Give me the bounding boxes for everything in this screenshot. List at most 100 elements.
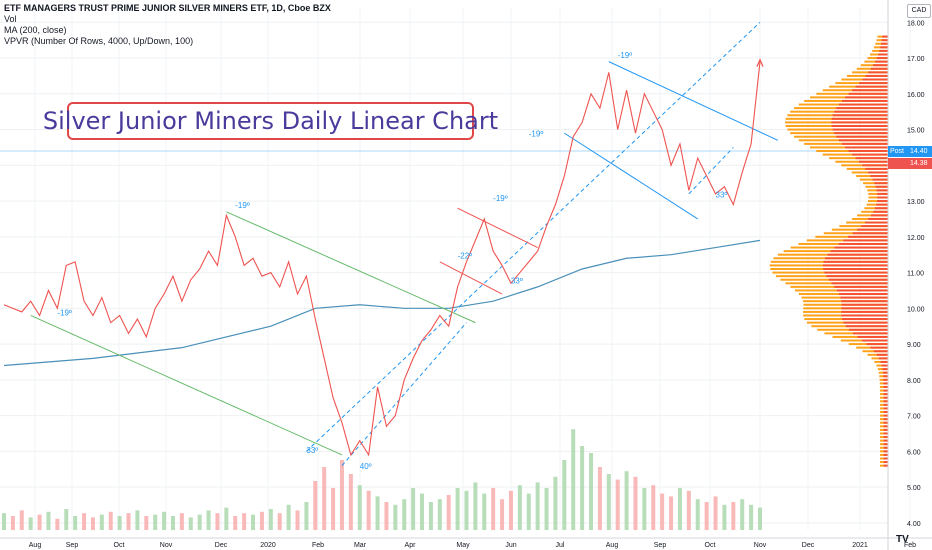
volume-bar <box>544 488 549 530</box>
y-tick-label: 8.00 <box>907 378 921 385</box>
volume-bar <box>251 514 256 530</box>
indicator-legend: ETF MANAGERS TRUST PRIME JUNIOR SILVER M… <box>4 3 331 47</box>
vpvr-down-bar <box>868 71 888 74</box>
angle-label: -19º <box>493 194 508 203</box>
volume-bar <box>357 485 362 530</box>
volume-bar <box>384 502 389 530</box>
vpvr-down-bar <box>822 264 888 267</box>
post-market-price-tag: Post 14.40 <box>888 146 932 157</box>
volume-bar <box>28 517 33 530</box>
vpvr-down-bar <box>880 360 888 363</box>
vpvr-down-bar <box>872 178 888 181</box>
vpvr-down-bar <box>883 446 888 449</box>
x-tick-label: Feb <box>904 542 916 549</box>
x-tick-label: Oct <box>705 542 716 549</box>
vpvr-down-bar <box>834 246 888 249</box>
y-tick-label: 13.00 <box>907 199 925 206</box>
vpvr-down-bar <box>838 242 888 245</box>
time-axis: Aug Sep Oct Nov Dec 2020 Feb Mar Apr May Jun Jul Aug… <box>0 537 932 549</box>
volume-bar <box>704 502 709 530</box>
volume-bar <box>331 488 336 530</box>
vpvr-down-bar <box>862 164 888 167</box>
vpvr-down-bar <box>876 353 888 356</box>
volume-bar <box>82 513 87 530</box>
vpvr-down-bar <box>841 314 888 317</box>
vpvr-down-bar <box>866 343 888 346</box>
ma-indicator-label[interactable]: MA (200, close) <box>4 25 67 35</box>
volume-bar <box>144 516 149 530</box>
volume-bar <box>37 514 42 530</box>
y-tick-label: 4.00 <box>907 521 921 528</box>
volume-bar <box>428 502 433 530</box>
volume-bar <box>606 474 611 530</box>
tradingview-logo[interactable]: TV <box>896 534 909 545</box>
vpvr-down-bar <box>878 53 888 56</box>
vpvr-indicator-label[interactable]: VPVR (Number Of Rows, 4000, Up/Down, 100… <box>4 36 194 46</box>
chart-grid <box>0 8 911 530</box>
vpvr-down-bar <box>876 203 888 206</box>
vpvr-down-bar <box>827 253 888 256</box>
volume-bar <box>259 511 264 530</box>
vpvr-down-bar <box>883 378 888 381</box>
vpvr-down-bar <box>832 128 888 131</box>
vpvr-down-bar <box>834 110 888 113</box>
trendlines <box>30 21 778 466</box>
volume-bar <box>517 485 522 530</box>
vpvr-down-bar <box>852 232 888 235</box>
x-tick-label: Apr <box>405 542 417 549</box>
vpvr-down-bar <box>870 175 888 178</box>
volume-indicator-label[interactable]: Vol <box>4 14 17 24</box>
vpvr-down-bar <box>831 117 888 120</box>
moving-average <box>3 239 761 367</box>
chart-annotation-title[interactable]: Silver Junior Miners Daily Linear Chart <box>43 102 498 140</box>
vpvr-down-bar <box>825 257 888 260</box>
last-price-tag: 14.38 <box>888 158 932 169</box>
volume-bar <box>197 514 202 530</box>
volume-bar <box>46 511 51 530</box>
vpvr-down-bar <box>841 142 888 145</box>
volume-bar <box>500 499 505 530</box>
angle-label: 33º <box>306 446 318 455</box>
vpvr-down-bar <box>859 160 888 163</box>
vpvr-down-bar <box>824 271 888 274</box>
volume-bar <box>553 476 558 530</box>
x-tick-label: 2021 <box>852 542 868 549</box>
price-arrow <box>756 58 764 67</box>
vpvr-down-bar <box>868 171 888 174</box>
vpvr-down-bar <box>882 35 888 38</box>
vpvr-down-bar <box>883 461 888 464</box>
vpvr-down-bar <box>883 425 888 428</box>
vpvr-down-bar <box>883 396 888 399</box>
vpvr-down-bar <box>883 443 888 446</box>
y-tick-label: 6.00 <box>907 449 921 456</box>
trendline <box>30 315 343 456</box>
vpvr-down-bar <box>836 289 888 292</box>
vpvr-down-bar <box>841 99 888 102</box>
vpvr-down-bar <box>845 325 888 328</box>
vpvr-down-bar <box>857 335 888 338</box>
vpvr-down-bar <box>830 250 888 253</box>
vpvr-down-bar <box>852 153 888 156</box>
vpvr-down-bar <box>862 339 888 342</box>
x-tick-label: Oct <box>114 542 125 549</box>
x-tick-label: Jul <box>556 542 565 549</box>
vpvr-down-bar <box>876 189 888 192</box>
vpvr-down-bar <box>857 228 888 231</box>
symbol-title: ETF MANAGERS TRUST PRIME JUNIOR SILVER M… <box>4 3 331 13</box>
vpvr-down-bar <box>883 382 888 385</box>
volume-bar <box>722 504 727 530</box>
vpvr-down-bar <box>848 235 888 238</box>
trendline <box>688 147 734 195</box>
vpvr-down-bar <box>883 414 888 417</box>
volume-bar <box>615 479 620 530</box>
currency-badge[interactable]: CAD <box>907 4 931 18</box>
volume-bar <box>188 517 193 530</box>
vpvr-down-bar <box>878 357 888 360</box>
volume-bar <box>268 509 273 530</box>
volume-bar <box>108 511 113 530</box>
vpvr-down-bar <box>882 368 888 371</box>
volume-bar <box>322 467 327 530</box>
x-tick-label: 2020 <box>260 542 276 549</box>
